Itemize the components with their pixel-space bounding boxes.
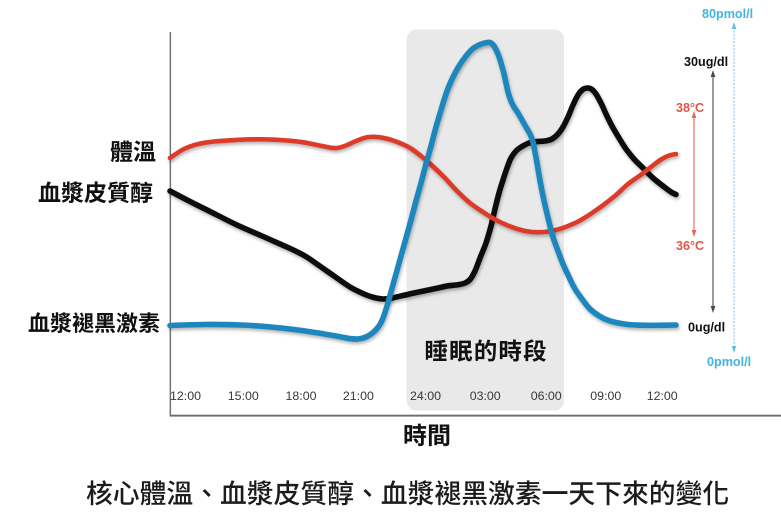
svg-text:80pmol/l: 80pmol/l [702,7,753,21]
svg-text:12:00: 12:00 [170,389,201,403]
svg-text:36°C: 36°C [676,239,704,253]
svg-text:0pmol/l: 0pmol/l [707,355,751,369]
svg-text:18:00: 18:00 [285,389,316,403]
svg-text:24:00: 24:00 [410,389,441,403]
svg-text:15:00: 15:00 [228,389,259,403]
svg-text:0ug/dl: 0ug/dl [688,321,725,335]
svg-text:06:00: 06:00 [531,389,562,403]
svg-text:03:00: 03:00 [470,389,501,403]
svg-text:21:00: 21:00 [343,389,374,403]
svg-text:38°C: 38°C [676,101,704,115]
svg-text:09:00: 09:00 [590,389,621,403]
svg-text:12:00: 12:00 [647,389,678,403]
svg-text:30ug/dl: 30ug/dl [684,55,728,69]
